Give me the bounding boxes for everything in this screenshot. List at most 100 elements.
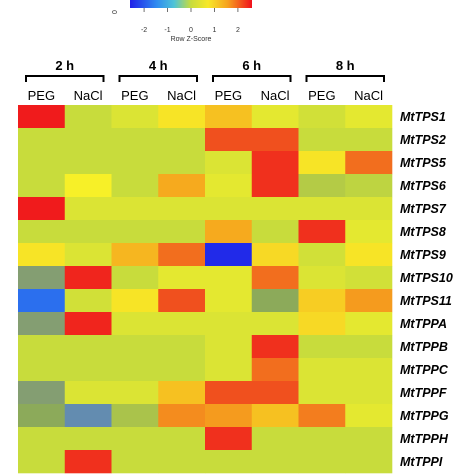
heatmap-cell bbox=[18, 266, 66, 290]
heatmap-cell bbox=[18, 312, 66, 336]
heatmap-cell bbox=[345, 450, 393, 474]
row-label: MtTPS8 bbox=[400, 225, 446, 239]
heatmap-cell bbox=[251, 358, 299, 382]
heatmap-cell bbox=[205, 105, 253, 129]
time-group-label: 4 h bbox=[149, 58, 168, 73]
heatmap-cell bbox=[345, 243, 393, 267]
heatmap-cell bbox=[18, 220, 66, 244]
heatmap-cell bbox=[345, 220, 393, 244]
heatmap-cell bbox=[205, 220, 253, 244]
row-label: MtTPPI bbox=[400, 455, 443, 469]
condition-label: PEG bbox=[121, 88, 148, 103]
condition-label: PEG bbox=[28, 88, 55, 103]
heatmap-cell bbox=[111, 312, 159, 336]
heatmap-cell bbox=[251, 404, 299, 428]
row-label: MtTPS7 bbox=[400, 202, 447, 216]
heatmap-cell bbox=[345, 404, 393, 428]
heatmap-cell bbox=[251, 174, 299, 198]
row-label: MtTPPH bbox=[400, 432, 449, 446]
heatmap-cell bbox=[111, 220, 159, 244]
condition-label: NaCl bbox=[261, 88, 290, 103]
heatmap-cell bbox=[64, 174, 112, 198]
time-group-bracket bbox=[305, 75, 385, 82]
heatmap-cell bbox=[111, 174, 159, 198]
heatmap-cell bbox=[251, 243, 299, 267]
heatmap-cell bbox=[158, 266, 206, 290]
heatmap-cell bbox=[345, 151, 393, 175]
legend-partial-label: 0 bbox=[112, 10, 119, 14]
heatmap-cell bbox=[298, 404, 346, 428]
heatmap-cell bbox=[251, 381, 299, 405]
heatmap-cell bbox=[158, 404, 206, 428]
heatmap-cell bbox=[18, 128, 66, 152]
row-label: MtTPPA bbox=[400, 317, 447, 331]
heatmap-cell bbox=[18, 151, 66, 175]
row-label: MtTPPF bbox=[400, 386, 447, 400]
row-label: MtTPS9 bbox=[400, 248, 446, 262]
heatmap-cell bbox=[64, 243, 112, 267]
heatmap-cell bbox=[298, 335, 346, 359]
heatmap-cell bbox=[345, 381, 393, 405]
heatmap-cell bbox=[298, 450, 346, 474]
heatmap-cell bbox=[298, 128, 346, 152]
heatmap-cell bbox=[18, 358, 66, 382]
heatmap-cell bbox=[18, 243, 66, 267]
heatmap-cell bbox=[345, 312, 393, 336]
time-group-label: 2 h bbox=[55, 58, 74, 73]
heatmap-cell bbox=[205, 427, 253, 451]
heatmap-cell bbox=[345, 105, 393, 129]
heatmap-cell bbox=[205, 312, 253, 336]
heatmap-cell bbox=[111, 128, 159, 152]
heatmap-cell bbox=[205, 151, 253, 175]
heatmap-cells bbox=[18, 105, 393, 474]
heatmap-cell bbox=[158, 427, 206, 451]
heatmap-cell bbox=[251, 151, 299, 175]
heatmap-cell bbox=[64, 266, 112, 290]
heatmap-cell bbox=[205, 358, 253, 382]
heatmap-cell bbox=[205, 335, 253, 359]
heatmap-cell bbox=[158, 174, 206, 198]
row-label: MtTPS2 bbox=[400, 133, 446, 147]
heatmap-cell bbox=[345, 128, 393, 152]
heatmap-cell bbox=[111, 450, 159, 474]
heatmap-cell bbox=[64, 197, 112, 221]
heatmap-cell bbox=[18, 381, 66, 405]
heatmap-cell bbox=[345, 174, 393, 198]
heatmap-cell bbox=[18, 105, 66, 129]
heatmap-cell bbox=[111, 197, 159, 221]
heatmap-cell bbox=[345, 289, 393, 313]
heatmap-cell bbox=[251, 128, 299, 152]
heatmap-cell bbox=[18, 335, 66, 359]
heatmap-cell bbox=[345, 358, 393, 382]
heatmap-cell bbox=[64, 151, 112, 175]
heatmap-cell bbox=[64, 358, 112, 382]
heatmap-cell bbox=[158, 105, 206, 129]
heatmap-cell bbox=[158, 197, 206, 221]
heatmap-cell bbox=[111, 427, 159, 451]
heatmap-cell bbox=[205, 243, 253, 267]
heatmap-cell bbox=[64, 381, 112, 405]
heatmap-cell bbox=[158, 220, 206, 244]
heatmap-cell bbox=[205, 289, 253, 313]
heatmap-cell bbox=[298, 220, 346, 244]
heatmap-cell bbox=[64, 450, 112, 474]
heatmap-cell bbox=[111, 151, 159, 175]
heatmap-cell bbox=[345, 197, 393, 221]
heatmap-cell bbox=[111, 335, 159, 359]
heatmap-cell bbox=[64, 128, 112, 152]
time-group-label: 8 h bbox=[336, 58, 355, 73]
condition-label: NaCl bbox=[167, 88, 196, 103]
heatmap-cell bbox=[298, 174, 346, 198]
heatmap-cell bbox=[158, 358, 206, 382]
condition-label: PEG bbox=[215, 88, 242, 103]
heatmap-cell bbox=[111, 266, 159, 290]
condition-label: PEG bbox=[308, 88, 335, 103]
heatmap-cell bbox=[18, 427, 66, 451]
heatmap-cell bbox=[158, 312, 206, 336]
heatmap-cell bbox=[298, 312, 346, 336]
heatmap-cell bbox=[18, 450, 66, 474]
row-label: MtTPS11 bbox=[400, 294, 452, 308]
heatmap-cell bbox=[345, 266, 393, 290]
legend-gradient-bar bbox=[130, 0, 252, 8]
